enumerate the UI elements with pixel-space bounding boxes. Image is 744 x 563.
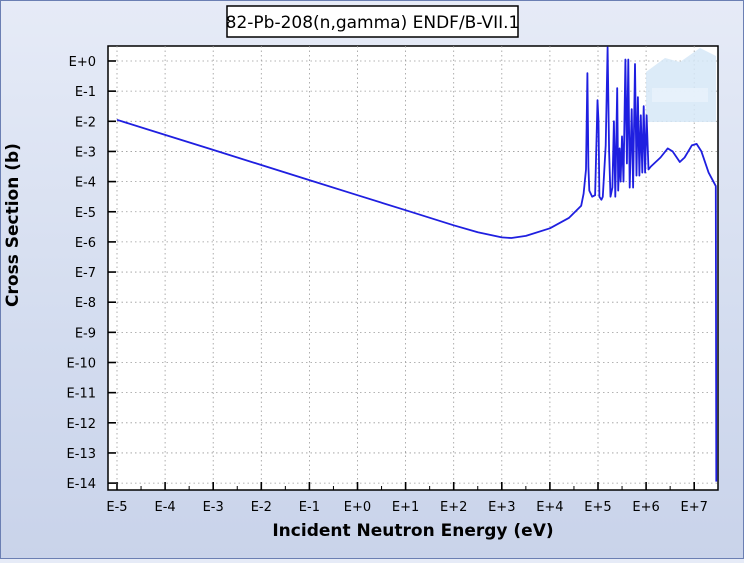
series-line-0 bbox=[116, 46, 718, 482]
chart-title: 82-Pb-208(n,gamma) ENDF/B-VII.1 bbox=[226, 13, 520, 33]
x-tick-label: E+1 bbox=[392, 500, 419, 515]
x-tick-label: E+0 bbox=[344, 500, 371, 515]
y-tick-label: E-7 bbox=[75, 266, 96, 281]
y-tick-label: E-13 bbox=[67, 447, 96, 462]
y-tick-label: E-12 bbox=[67, 417, 96, 432]
y-tick-label: E-10 bbox=[67, 357, 96, 372]
x-tick-label: E-3 bbox=[203, 500, 224, 515]
watermark-logo bbox=[646, 48, 716, 122]
y-tick-label: E-2 bbox=[75, 115, 96, 130]
series-group bbox=[116, 46, 718, 482]
chart-title-box bbox=[226, 5, 519, 38]
y-tick-label: E+0 bbox=[69, 55, 96, 70]
x-tick-label: E+6 bbox=[632, 500, 659, 515]
x-tick-label: E+3 bbox=[488, 500, 515, 515]
y-tick-label: E-9 bbox=[75, 326, 96, 341]
y-tick-label: E-14 bbox=[67, 477, 96, 492]
y-tick-label: E-11 bbox=[67, 387, 96, 402]
y-tick-label: E-8 bbox=[75, 296, 96, 311]
x-tick-label: E+2 bbox=[440, 500, 467, 515]
y-tick-label: E-1 bbox=[75, 85, 96, 100]
y-axis-label: Cross Section (b) bbox=[3, 143, 23, 307]
grid bbox=[108, 46, 718, 490]
watermark-shape bbox=[646, 48, 716, 122]
y-tick-label: E-4 bbox=[75, 176, 96, 191]
x-tick-label: E+5 bbox=[584, 500, 611, 515]
y-tick-label: E-5 bbox=[75, 206, 96, 221]
y-tick-label: E-6 bbox=[75, 236, 96, 251]
watermark-band bbox=[652, 88, 708, 102]
y-tick-label: E-3 bbox=[75, 145, 96, 160]
x-axis-ticks: E-5 E-4 E-3 E-2 E-1 E+0 E+1 E+2 E+3 E+4 E+5 E+6 E+7 bbox=[106, 482, 708, 515]
x-tick-label: E+4 bbox=[536, 500, 563, 515]
x-tick-label: E+7 bbox=[681, 500, 708, 515]
x-tick-label: E-1 bbox=[299, 500, 320, 515]
x-tick-label: E-2 bbox=[251, 500, 272, 515]
x-tick-label: E-5 bbox=[106, 500, 127, 515]
x-axis-label: Incident Neutron Energy (eV) bbox=[272, 521, 553, 541]
y-axis-ticks: E+0 E-1 E-2 E-3 E-4 E-5 E-6 E-7 E-8 E-9 E-10 E-11 E-… bbox=[67, 55, 116, 492]
x-tick-label: E-4 bbox=[155, 500, 176, 515]
